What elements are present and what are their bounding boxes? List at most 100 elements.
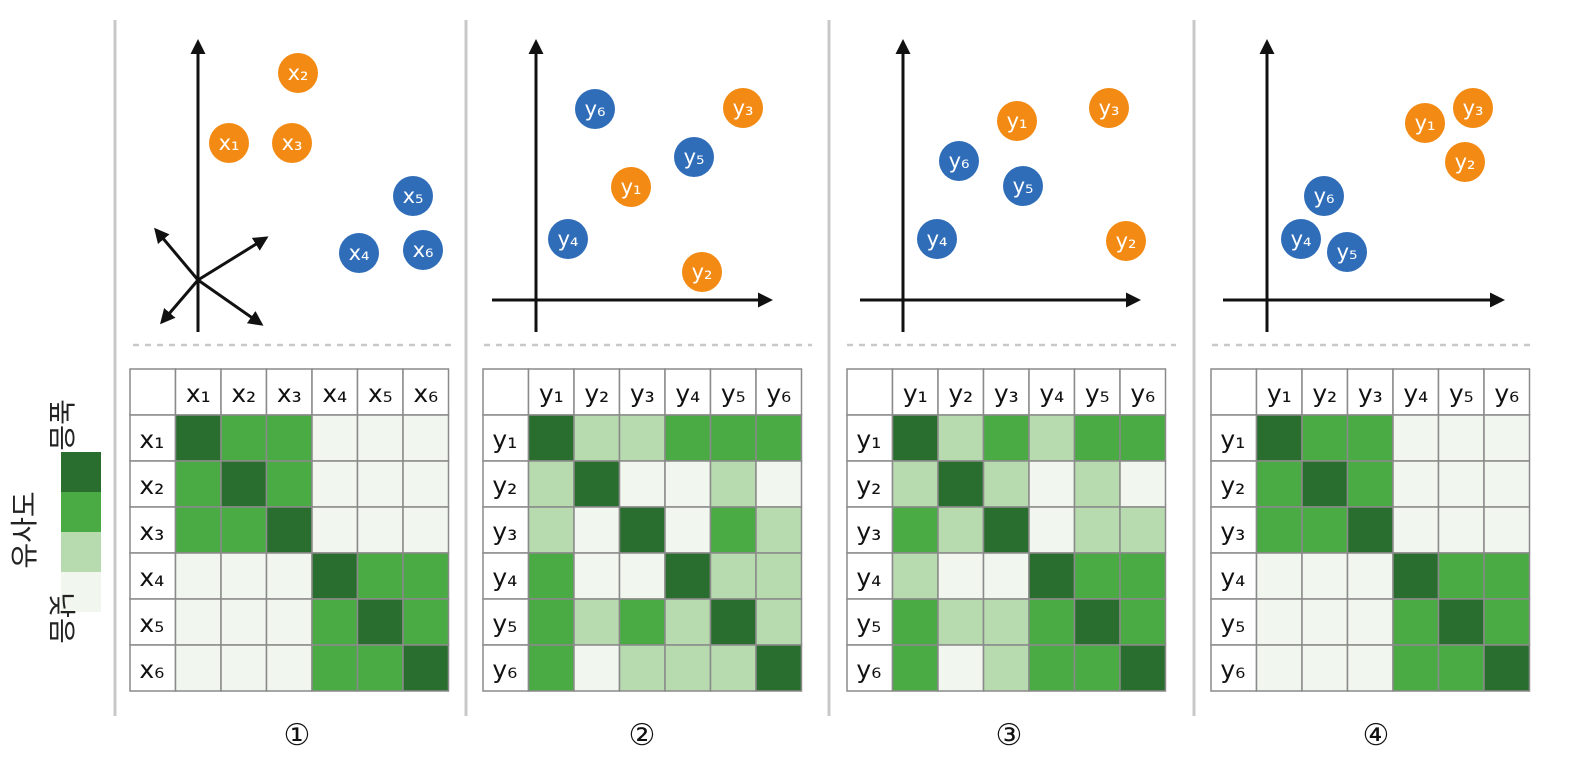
similarity-cell [982,414,1030,462]
svg-text:x₆: x₆ [413,238,434,262]
column-header: y₃ [1358,379,1383,408]
row-header-cell [129,506,177,554]
column-header-cell [573,368,621,416]
similarity-cell [1255,506,1303,554]
similarity-cell [982,644,1030,692]
column-header: y₂ [584,379,609,408]
similarity-cell [1483,460,1531,508]
column-header-cell [1028,368,1076,416]
data-point: y₂ [1106,221,1146,261]
similarity-cell [1028,552,1076,600]
row-header-cell [129,552,177,600]
similarity-cell [1392,460,1440,508]
similarity-cell [1255,598,1303,646]
svg-text:y₆: y₆ [585,97,606,121]
row-header: x₂ [139,471,164,500]
data-point: x₅ [393,176,433,216]
svg-text:y₆: y₆ [1314,184,1335,208]
column-header: y₁ [539,379,564,408]
similarity-cell [937,598,985,646]
similarity-cell [1437,598,1485,646]
data-point: y₁ [1405,103,1445,143]
data-point: y₆ [1304,176,1344,216]
similarity-cell [1073,414,1121,462]
similarity-cell [265,506,313,554]
axis-arrow [160,279,200,325]
column-header: y₆ [1130,379,1155,408]
row-header-cell [482,644,530,692]
row-header: y₆ [1220,655,1245,684]
svg-text:y₄: y₄ [927,227,948,251]
column-header-cell [356,368,404,416]
column-header-cell [220,368,268,416]
panel-number: ① [284,718,311,753]
similarity-cell [618,414,666,462]
similarity-cell [1119,506,1167,554]
similarity-cell [265,414,313,462]
similarity-cell [618,552,666,600]
similarity-cell [1437,414,1485,462]
embedding-plot: y₁ y₃ y₂ y₆ y₄ y₅ [1223,39,1505,332]
svg-text:y₆: y₆ [949,149,970,173]
column-header: y₆ [1494,379,1519,408]
column-header: y₃ [994,379,1019,408]
column-header: y₄ [1403,379,1428,408]
data-point: x₄ [339,233,379,273]
similarity-cell [891,506,939,554]
matrix-corner-cell [1210,368,1258,416]
data-point: y₁ [997,101,1037,141]
similarity-cell [220,506,268,554]
column-header-cell [618,368,666,416]
row-header-cell [846,598,894,646]
legend-high-label: 높음 [45,399,78,451]
row-header: y₆ [856,655,881,684]
similarity-cell [311,506,359,554]
similarity-cell [311,552,359,600]
embedding-plot: x₁ x₂ x₃ x₄ x₅ x₆ [154,39,443,332]
data-point: y₄ [917,219,957,259]
column-header-cell [1437,368,1485,416]
matrix-corner-cell [846,368,894,416]
row-header: y₃ [1220,517,1245,546]
column-header: y₅ [1449,379,1474,408]
similarity-cell [891,598,939,646]
similarity-cell [220,460,268,508]
similarity-legend: 높음 유사도 낮음 [8,399,101,644]
similarity-cell [1073,644,1121,692]
axis-arrow [197,236,269,282]
row-header: y₂ [492,471,517,500]
row-header: y₄ [1220,563,1245,592]
similarity-cell [311,460,359,508]
similarity-cell [937,506,985,554]
row-header-cell [129,414,177,462]
matrix-corner-cell [482,368,530,416]
similarity-cell [402,598,450,646]
row-header: y₆ [492,655,517,684]
similarity-cell [1483,644,1531,692]
column-header: y₅ [721,379,746,408]
row-header: y₃ [492,517,517,546]
column-header: y₁ [1267,379,1292,408]
similarity-cell [220,644,268,692]
similarity-cell [1119,414,1167,462]
svg-text:x₂: x₂ [288,61,309,85]
column-header-cell [527,368,575,416]
svg-text:y₁: y₁ [1415,111,1436,135]
similarity-cell [1346,552,1394,600]
data-point: y₄ [1281,219,1321,259]
column-header-cell [937,368,985,416]
similarity-cell [891,460,939,508]
svg-text:y₂: y₂ [692,260,713,284]
similarity-cell [1483,414,1531,462]
similarity-cell [709,644,757,692]
similarity-cell [1119,552,1167,600]
similarity-cell [527,506,575,554]
data-point: y₄ [548,219,588,259]
svg-text:y₄: y₄ [558,227,579,251]
svg-text:x₁: x₁ [219,131,240,155]
row-header-cell [846,644,894,692]
similarity-cell [1073,506,1121,554]
similarity-cell [982,506,1030,554]
similarity-cell [1119,598,1167,646]
panel-2: y₆ y₃ y₅ y₁ y₄ y₂ y₁ y₂ y₃ [482,39,812,753]
